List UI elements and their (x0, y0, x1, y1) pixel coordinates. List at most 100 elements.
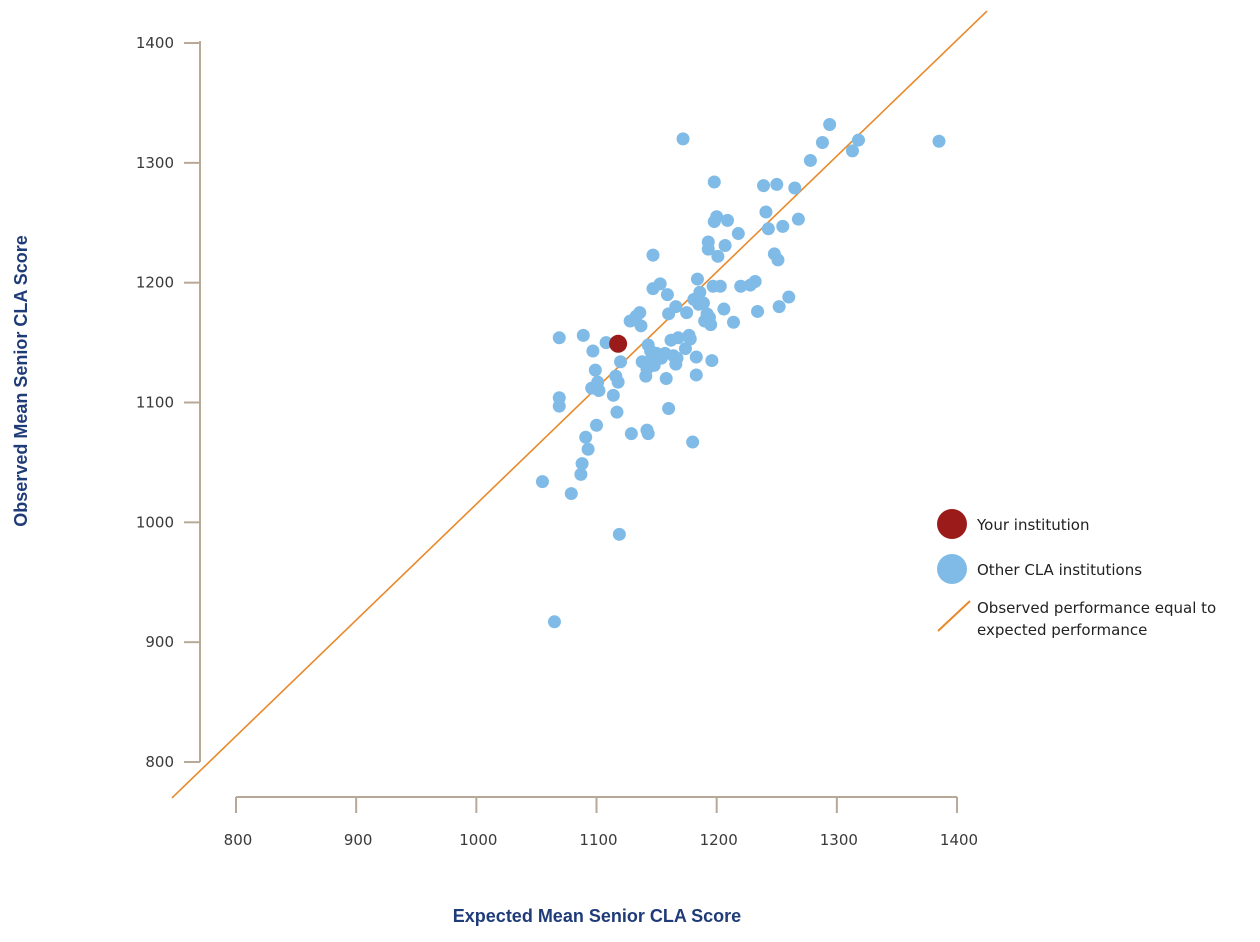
other-institution-point (710, 210, 724, 224)
legend-other-marker (937, 554, 967, 584)
other-institution-point (660, 288, 674, 302)
other-institution-point (705, 354, 719, 368)
other-institution-point (776, 219, 790, 233)
other-institution-point (759, 205, 773, 219)
other-institution-point (671, 331, 685, 345)
other-institution-point (932, 134, 946, 148)
other-institution-point (772, 300, 786, 314)
other-institution-point (689, 350, 703, 364)
other-institution-point (624, 427, 638, 441)
other-institution-point (757, 179, 771, 193)
other-institution-point (574, 467, 588, 481)
other-institution-point (576, 328, 590, 342)
other-institution-point (690, 272, 704, 286)
x-tick-label: 1000 (459, 831, 497, 849)
other-institution-point (731, 227, 745, 241)
other-institution-point (696, 296, 710, 310)
other-institution-point (845, 144, 859, 158)
x-tick-label: 900 (344, 831, 373, 849)
other-institution-point (683, 332, 697, 346)
other-institution-point (552, 399, 566, 413)
other-institution-point (791, 212, 805, 226)
other-institution-point (720, 213, 734, 227)
y-tick-label: 900 (145, 633, 174, 651)
y-tick-label: 1400 (136, 34, 174, 52)
legend-your-label: Your institution (976, 516, 1089, 534)
other-institution-point (592, 384, 606, 398)
other-institution-point (669, 300, 683, 314)
x-tick-label: 1300 (820, 831, 858, 849)
other-institution-point (662, 402, 676, 416)
other-institution-point (704, 318, 718, 332)
other-institution-point (547, 615, 561, 629)
other-institution-point (634, 319, 648, 333)
other-institution-point (751, 304, 765, 318)
tick-labels: 800 900 1000 1100 1200 1300 1400 800 900 1000 1100… (136, 34, 978, 849)
other-institution-point (707, 175, 721, 189)
other-institution-point (535, 475, 549, 489)
other-institutions-points (535, 118, 946, 629)
other-institution-point (770, 177, 784, 191)
other-institution-point (670, 351, 684, 365)
x-tick-label: 800 (224, 831, 253, 849)
other-institution-point (653, 277, 667, 291)
other-institution-point (823, 118, 837, 132)
other-institution-point (718, 239, 732, 253)
y-tick-label: 800 (145, 753, 174, 771)
other-institution-point (588, 363, 602, 377)
other-institution-point (633, 306, 647, 320)
y-tick-label: 1100 (136, 394, 174, 412)
legend-your-marker (937, 509, 967, 539)
other-institution-point (717, 302, 731, 316)
other-institution-point (564, 487, 578, 501)
other-institution-point (599, 336, 613, 350)
other-institution-point (771, 253, 785, 267)
other-institution-point (641, 427, 655, 441)
y-tick-label: 1000 (136, 513, 174, 531)
other-institution-point (851, 133, 865, 147)
x-tick-label: 1100 (579, 831, 617, 849)
other-institution-point (590, 418, 604, 432)
legend: Your institution Other CLA institutions … (937, 509, 1216, 639)
other-institution-point (689, 368, 703, 382)
other-institution-point (614, 355, 628, 369)
other-institution-point (713, 279, 727, 293)
your-institution-points (609, 334, 628, 353)
other-institution-point (686, 435, 700, 449)
reference-line (171, 10, 988, 799)
other-institution-point (575, 457, 589, 471)
other-institution-point (610, 405, 624, 419)
other-institution-point (552, 331, 566, 345)
other-institution-point (803, 153, 817, 167)
other-institution-point (782, 290, 796, 304)
other-institution-point (646, 248, 660, 262)
x-tick-label: 1400 (940, 831, 978, 849)
other-institution-point (711, 249, 725, 263)
other-institution-point (678, 342, 692, 356)
other-institution-point (701, 242, 715, 256)
y-axis-title: Observed Mean Senior CLA Score (11, 235, 31, 526)
other-institution-point (581, 442, 595, 456)
other-institution-point (693, 285, 707, 299)
x-axis-title: Expected Mean Senior CLA Score (453, 906, 741, 926)
legend-line-label-1: Observed performance equal to (977, 599, 1216, 617)
other-institution-point (586, 344, 600, 358)
your-institution-point (609, 334, 628, 353)
other-institution-point (761, 222, 775, 236)
other-institution-point (734, 279, 748, 293)
other-institution-point (676, 132, 690, 146)
axes (184, 41, 959, 813)
other-institution-point (788, 181, 802, 195)
other-institution-point (748, 274, 762, 288)
other-institution-point (606, 388, 620, 402)
y-tick-label: 1200 (136, 274, 174, 292)
other-institution-point (727, 315, 741, 329)
reference-line-group (171, 10, 988, 799)
other-institution-point (611, 375, 625, 389)
legend-other-label: Other CLA institutions (977, 561, 1142, 579)
legend-line-marker (937, 600, 971, 632)
other-institution-point (579, 430, 593, 444)
other-institution-point (680, 306, 694, 320)
other-institution-point (815, 135, 829, 149)
